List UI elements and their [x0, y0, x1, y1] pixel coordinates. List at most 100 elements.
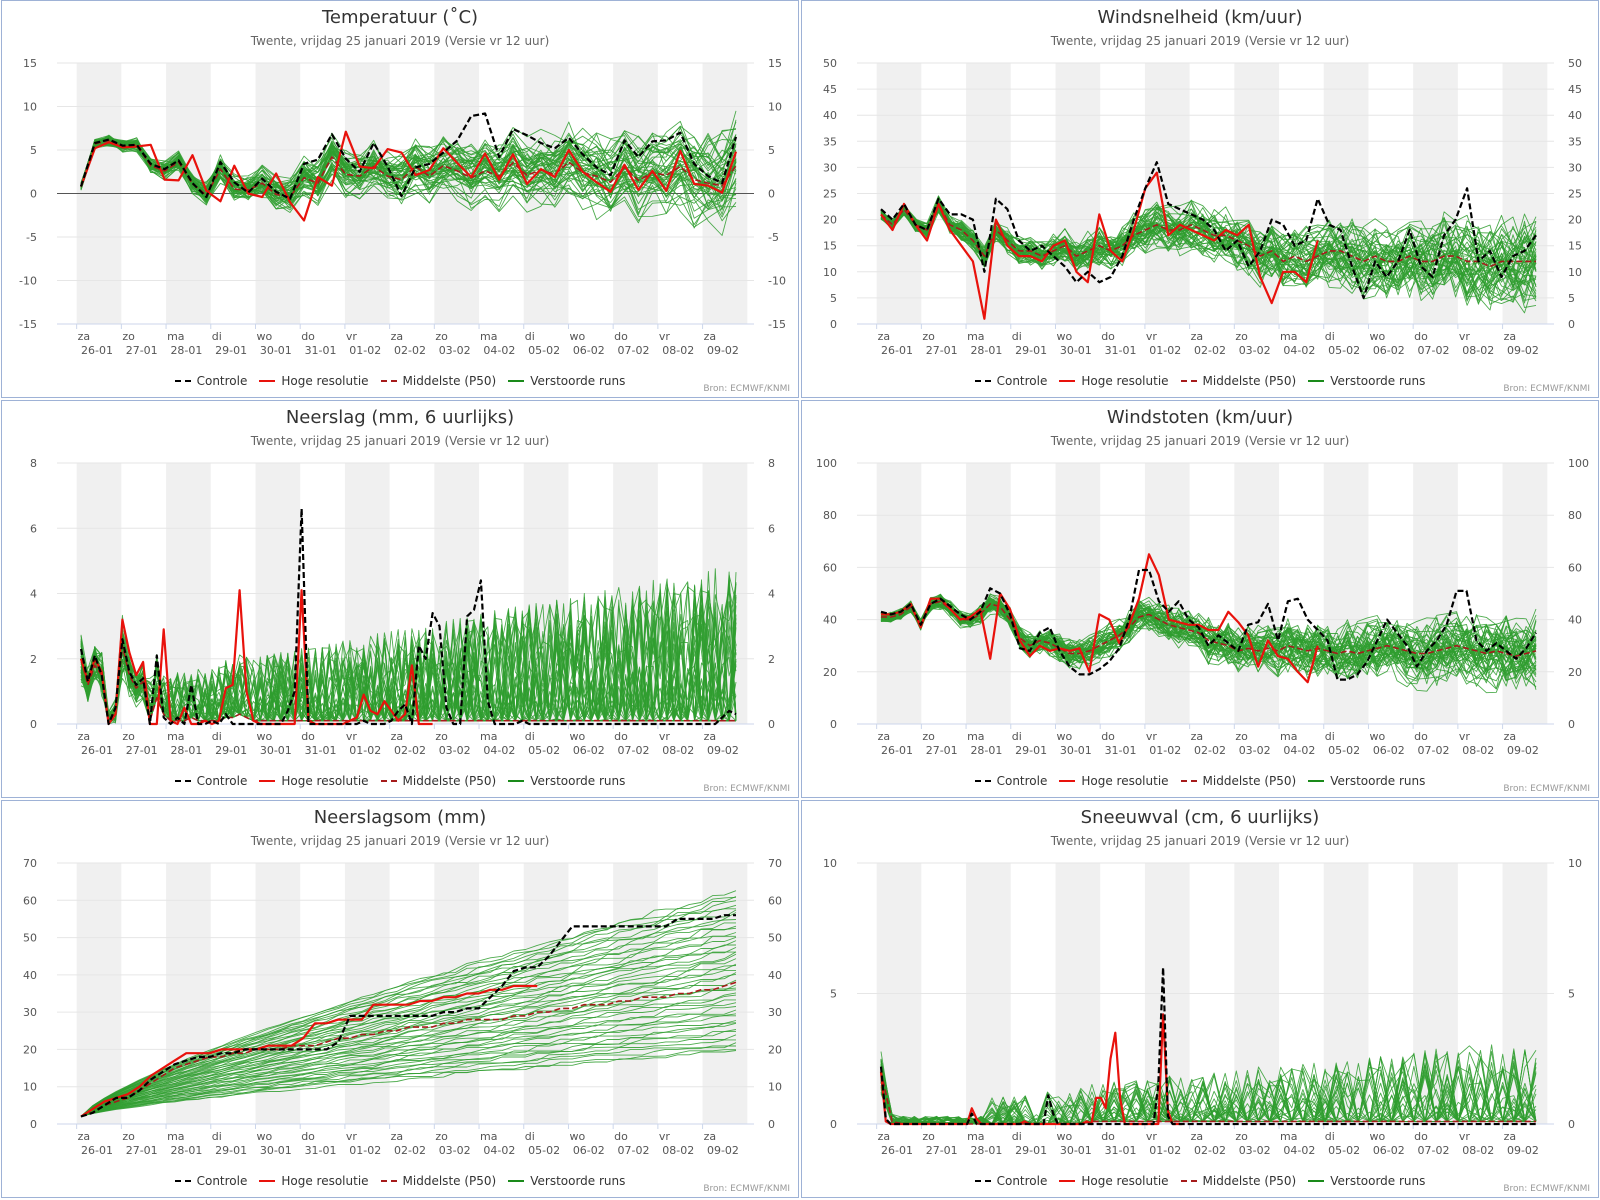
x-tick-day: wo: [1056, 730, 1072, 743]
source-credit: Bron: ECMWF/KNMI: [1503, 784, 1590, 794]
y-tick-label-left: -10: [19, 275, 37, 288]
legend-item[interactable]: Middelste (P50): [1180, 774, 1296, 788]
x-tick-date: 07-02: [618, 744, 650, 757]
legend-label: Verstoorde runs: [530, 1174, 626, 1188]
chart-title: Neerslagsom (mm): [313, 807, 487, 828]
legend-item[interactable]: Hoge resolutie: [259, 1174, 369, 1188]
x-tick-day: ma: [1280, 330, 1297, 343]
y-tick-label-left: 30: [823, 161, 837, 174]
x-tick-date: 29-01: [215, 344, 247, 357]
x-tick-day: ma: [167, 330, 184, 343]
x-tick-date: 04-02: [1283, 344, 1315, 357]
x-tick-day: za: [1504, 330, 1517, 343]
source-credit: Bron: ECMWF/KNMI: [1503, 1184, 1590, 1194]
x-tick-date: 05-02: [1328, 1144, 1360, 1157]
x-tick-day: wo: [1369, 1130, 1385, 1143]
x-tick-day: wo: [569, 330, 585, 343]
x-tick-day: do: [1101, 730, 1115, 743]
ensemble-member-line: [80, 992, 737, 1117]
legend-label: Controle: [196, 774, 248, 788]
ensemble-member-line: [80, 138, 737, 196]
legend-label: Verstoorde runs: [530, 774, 626, 788]
legend-item[interactable]: Hoge resolutie: [1059, 1174, 1169, 1188]
legend-swatch: [1308, 780, 1325, 782]
median-line: [80, 981, 737, 1118]
x-tick-date: 28-01: [170, 744, 202, 757]
y-tick-label-right: 10: [1568, 857, 1582, 870]
x-tick-day: di: [1325, 330, 1335, 343]
legend-item[interactable]: Hoge resolutie: [259, 374, 369, 388]
x-tick-day: wo: [1369, 330, 1385, 343]
legend-item[interactable]: Middelste (P50): [380, 774, 496, 788]
x-tick-date: 06-02: [1373, 344, 1405, 357]
y-tick-label-left: 10: [823, 266, 837, 279]
legend-item[interactable]: Middelste (P50): [380, 374, 496, 388]
legend-item[interactable]: Verstoorde runs: [508, 1174, 625, 1188]
chart-svg-precipitation: 0 02 24 46 68 8za26-01zo27-01ma28-01di29-01wo…: [30, 457, 775, 757]
chart-title: Sneeuwval (cm, 6 uurlijks): [1080, 807, 1320, 828]
x-tick-date: 06-02: [1373, 744, 1405, 757]
x-tick-date: 03-02: [439, 344, 471, 357]
legend-item[interactable]: Middelste (P50): [1180, 374, 1296, 388]
legend-item[interactable]: Controle: [974, 1174, 1047, 1188]
day-band: [76, 863, 122, 1124]
x-tick-day: za: [704, 330, 717, 343]
legend-item[interactable]: Verstoorde runs: [1308, 1174, 1425, 1188]
y-tick-label-right: 0: [768, 718, 775, 731]
x-tick-day: vr: [346, 1130, 358, 1143]
legend-item[interactable]: Controle: [174, 374, 247, 388]
hires-line: [880, 171, 1319, 320]
ensemble-member-line: [880, 594, 1537, 665]
legend-swatch: [974, 780, 991, 782]
x-tick-date: 07-02: [1418, 1144, 1450, 1157]
y-tick-label-left: 20: [823, 666, 837, 679]
x-tick-date: 28-01: [170, 1144, 202, 1157]
ensemble-member-line: [880, 602, 1537, 674]
day-band: [1502, 463, 1548, 724]
x-tick-date: 07-02: [1418, 344, 1450, 357]
legend-item[interactable]: Controle: [174, 1174, 247, 1188]
legend-item[interactable]: Middelste (P50): [1180, 1174, 1297, 1188]
x-tick-day: vr: [1146, 330, 1158, 343]
ensemble-member-line: [80, 143, 737, 225]
legend-item[interactable]: Controle: [974, 374, 1047, 388]
ensemble-member-line: [80, 946, 737, 1117]
x-tick-day: zo: [435, 730, 448, 743]
ensemble-member-line: [80, 979, 737, 1117]
legend-item[interactable]: Controle: [974, 774, 1047, 788]
y-tick-label-right: 0: [768, 188, 775, 201]
y-tick-label-left: 15: [823, 240, 837, 253]
y-tick-label-left: 0: [30, 1118, 37, 1131]
legend-swatch: [508, 780, 525, 782]
legend-label: Hoge resolutie: [281, 374, 369, 388]
x-tick-day: zo: [435, 330, 448, 343]
chart-subtitle: Twente, vrijdag 25 januari 2019 (Versie …: [250, 834, 550, 848]
y-tick-label-left: 8: [30, 457, 37, 470]
x-tick-date: 31-01: [1105, 744, 1137, 757]
legend-label: Hoge resolutie: [1081, 774, 1169, 788]
x-tick-date: 04-02: [483, 744, 515, 757]
x-tick-day: di: [1325, 730, 1335, 743]
legend-item[interactable]: Verstoorde runs: [508, 374, 625, 388]
y-tick-label-right: 25: [1568, 188, 1582, 201]
legend-item[interactable]: Verstoorde runs: [1308, 774, 1425, 788]
legend-item[interactable]: Controle: [174, 774, 248, 788]
day-band: [1323, 463, 1369, 724]
ensemble-member-line: [80, 896, 737, 1117]
chart-subtitle: Twente, vrijdag 25 januari 2019 (Versie …: [1050, 834, 1350, 848]
x-tick-date: 02-02: [394, 744, 426, 757]
x-tick-day: wo: [569, 730, 585, 743]
ensemble-member-line: [80, 1049, 736, 1117]
legend-item[interactable]: Hoge resolutie: [1059, 374, 1169, 388]
legend-item[interactable]: Middelste (P50): [380, 1174, 496, 1188]
legend-item[interactable]: Hoge resolutie: [1059, 774, 1169, 788]
x-tick-date: 29-01: [215, 744, 247, 757]
legend-item[interactable]: Verstoorde runs: [1308, 374, 1425, 388]
chart-legend: Controle Hoge resolutie Middelste (P50) Ver…: [2, 1171, 798, 1188]
x-tick-date: 28-01: [170, 344, 202, 357]
legend-item[interactable]: Verstoorde runs: [508, 774, 625, 788]
x-tick-day: do: [1101, 1130, 1115, 1143]
legend-label: Middelste (P50): [1202, 1174, 1297, 1188]
legend-item[interactable]: Hoge resolutie: [259, 774, 369, 788]
x-tick-date: 02-02: [394, 1144, 426, 1157]
